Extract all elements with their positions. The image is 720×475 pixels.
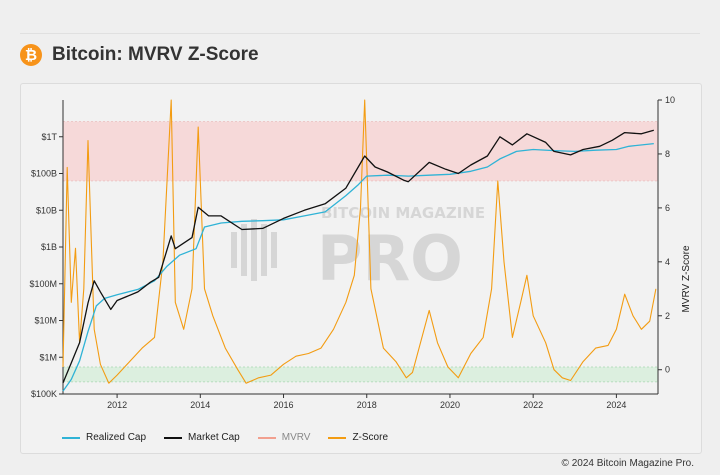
- legend-label: Z-Score: [352, 432, 389, 443]
- chart-panel: BITCOIN MAGAZINE PRO $100K $1M $10M $100M $1…: [20, 83, 702, 454]
- header-divider: [20, 33, 700, 34]
- watermark: BITCOIN MAGAZINE PRO: [231, 204, 485, 295]
- right-tick-label: 6: [665, 203, 670, 213]
- x-tick-label: 2012: [107, 400, 127, 410]
- legend: Realized Cap Market Cap MVRV Z-Score: [62, 432, 388, 443]
- mvrv-zscore-chart[interactable]: BITCOIN MAGAZINE PRO $100K$1M$10M$100M$1…: [21, 84, 701, 453]
- watermark-line2: PRO: [317, 222, 463, 295]
- legend-swatch: [62, 436, 80, 439]
- legend-item-market-cap[interactable]: Market Cap: [164, 432, 240, 443]
- x-tick-label: 2022: [523, 400, 543, 410]
- legend-label: MVRV: [281, 432, 311, 443]
- left-tick-label: $1M: [39, 352, 57, 362]
- x-tick-label: 2018: [357, 400, 377, 410]
- bitcoin-icon: ₿: [20, 44, 42, 66]
- series-lines: [62, 99, 657, 392]
- right-tick-label: 8: [665, 149, 670, 159]
- series-market-cap: [62, 129, 654, 384]
- left-tick-label: $100K: [31, 389, 57, 399]
- left-tick-label: $1B: [41, 242, 57, 252]
- legend-label: Realized Cap: [86, 432, 147, 443]
- left-tick-label: $100M: [29, 279, 57, 289]
- legend-item-z-score[interactable]: Z-Score: [328, 432, 388, 443]
- left-tick-label: $10M: [34, 316, 57, 326]
- band-low: [63, 367, 658, 382]
- right-tick-label: 2: [665, 311, 670, 321]
- legend-swatch: [257, 436, 276, 439]
- watermark-line1: BITCOIN MAGAZINE: [321, 204, 485, 222]
- legend-swatch: [328, 436, 347, 439]
- series-z-score: [62, 99, 657, 384]
- series-realized-cap: [62, 142, 654, 392]
- right-tick-label: 10: [665, 95, 675, 105]
- x-tick-label: 2020: [440, 400, 460, 410]
- x-tick-label: 2024: [606, 400, 626, 410]
- chart-header: ₿ Bitcoin: MVRV Z-Score: [20, 44, 259, 66]
- page-title: Bitcoin: MVRV Z-Score: [52, 44, 259, 65]
- left-tick-label: $100B: [31, 169, 57, 179]
- x-tick-label: 2014: [190, 400, 210, 410]
- legend-swatch: [164, 436, 183, 439]
- right-axis-label: MVRV Z-Score: [681, 245, 692, 312]
- right-tick-label: 0: [665, 365, 670, 375]
- right-tick-label: 4: [665, 257, 670, 267]
- legend-item-mvrv[interactable]: MVRV: [257, 432, 311, 443]
- axes: $100K $1M $10M $100M $1B $10B $100B $1T 0 2 4 6 8 10 2…: [29, 95, 675, 410]
- legend-label: Market Cap: [188, 432, 240, 443]
- left-tick-label: $1T: [41, 132, 57, 142]
- left-tick-label: $10B: [36, 205, 57, 215]
- x-tick-label: 2016: [274, 400, 294, 410]
- copyright: © 2024 Bitcoin Magazine Pro.: [561, 458, 694, 469]
- legend-item-realized-cap[interactable]: Realized Cap: [62, 432, 146, 443]
